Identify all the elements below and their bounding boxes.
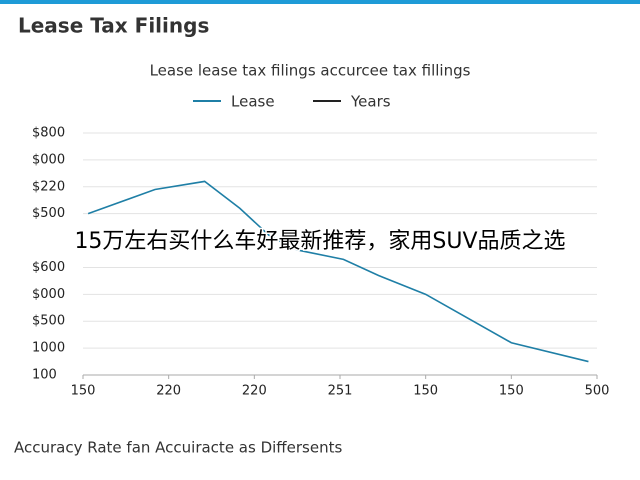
y-tick-label: $500 [32,206,65,221]
y-tick-label: 1000 [32,341,65,356]
overlay-text: 15万左右买什么车好最新推荐，家用SUV品质之选 [74,229,565,254]
footer: Accuracy Rate fan Accuiracte as Differse… [14,439,342,457]
x-tick-label: 500 [585,384,610,399]
line-series [87,180,589,363]
x-tick-label: 150 [499,384,524,399]
x-tick-label: 251 [328,384,353,399]
x-tick-label: 150 [71,384,96,399]
legend-label: Years [350,93,391,111]
y-tick-label: 100 [32,368,57,383]
y-tick-label: $000 [32,287,65,302]
y-tick-label: $220 [32,179,65,194]
x-tick-label: 150 [413,384,438,399]
chart-subtitle: Lease lease tax filings accurcee tax fil… [150,62,471,80]
y-tick-label: $000 [32,152,65,167]
chart-title: Lease Tax Filings [18,14,209,38]
y-tick-label: $500 [32,314,65,329]
y-tick-label: $800 [32,126,65,141]
y-tick-label: $600 [32,260,65,275]
top-bar [0,0,640,4]
legend-label: Lease [231,93,275,111]
x-tick-label: 220 [156,384,181,399]
plot: 100 1000 $500 $000 $600 $500 $220 $000 $800 150 22… [32,93,609,399]
x-tick-label: 220 [242,384,267,399]
